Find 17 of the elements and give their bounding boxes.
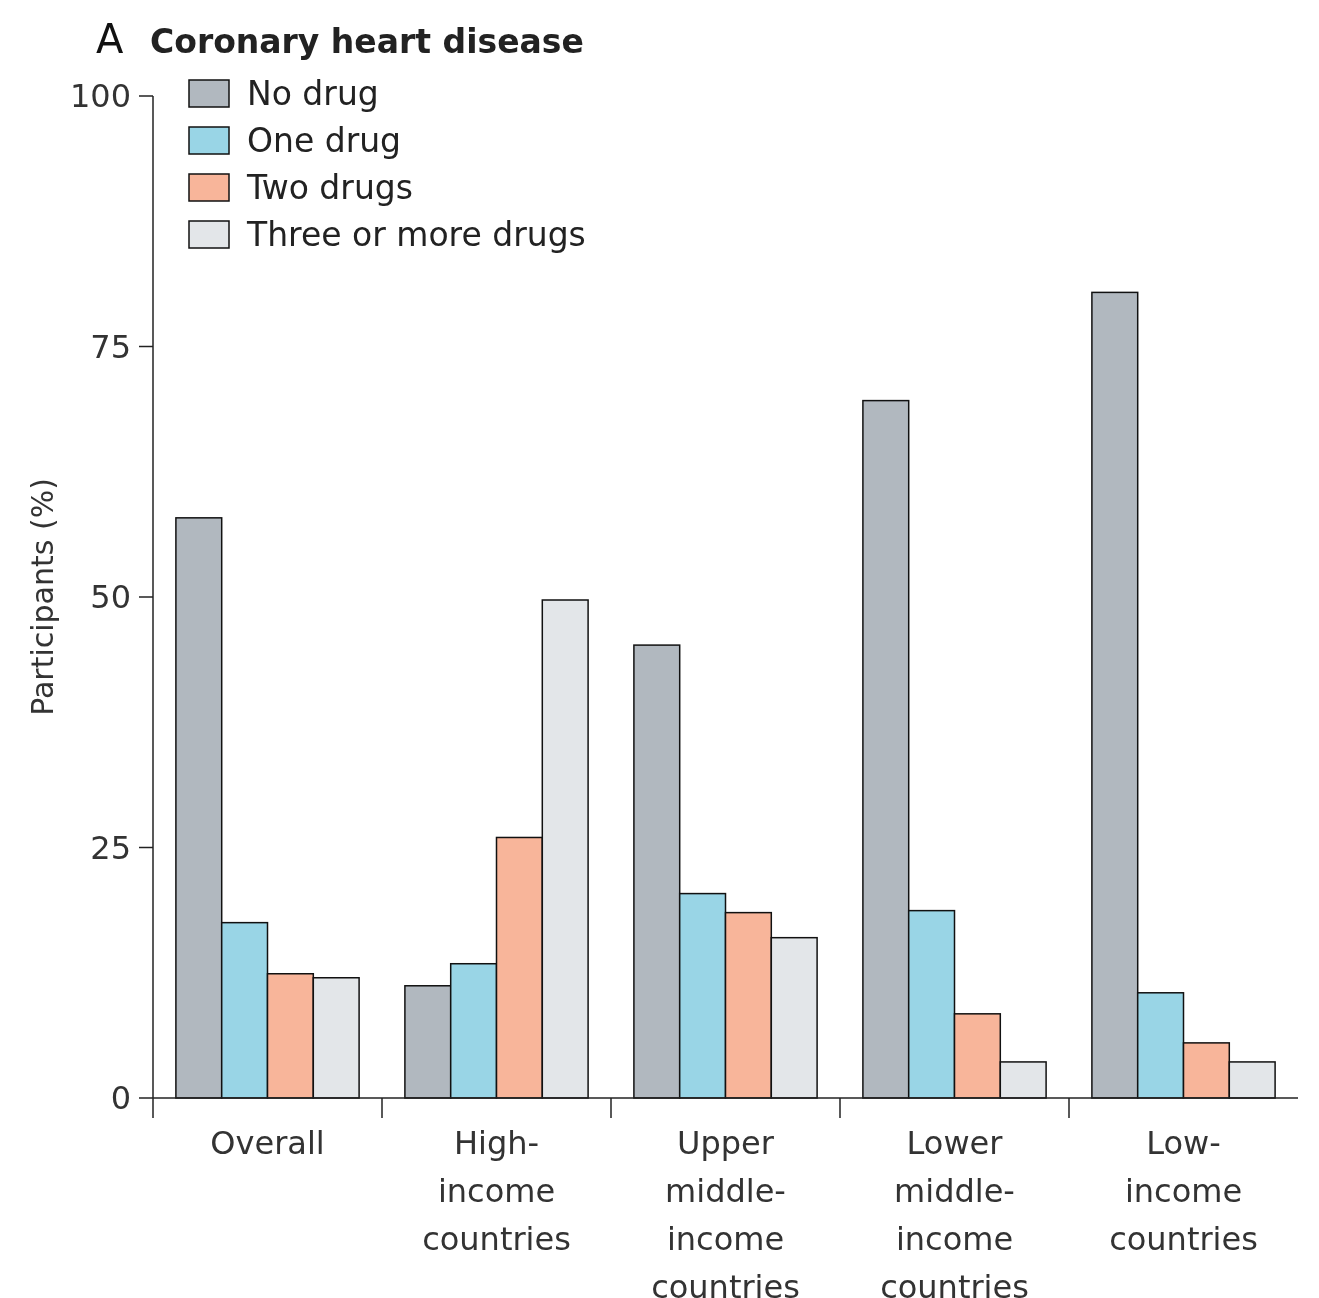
legend-label: No drug	[247, 74, 379, 113]
text: A	[96, 16, 124, 62]
legend-label: Two drugs	[246, 168, 413, 207]
x-tick-label: High-income countries	[422, 1124, 571, 1258]
y-tick-label: 25	[90, 828, 131, 867]
legend-label: Three or more drugs	[246, 215, 586, 254]
chart-title: Coronary heart disease	[150, 22, 584, 61]
x-tick-label: Upper middle-income countries	[651, 1124, 800, 1298]
y-axis-title: Participants (%)	[25, 478, 60, 716]
y-tick-label: 50	[90, 578, 131, 616]
x-tick-label: Low-income countries	[1109, 1124, 1258, 1258]
legend-label: One drug	[247, 121, 402, 160]
x-tick-label: Overall	[210, 1124, 325, 1162]
x-tick-label: Lower middle-income countries	[880, 1124, 1029, 1298]
y-tick-label: 75	[90, 327, 131, 366]
y-tick-label: 100	[69, 77, 131, 115]
y-tick-label: 0	[110, 1079, 131, 1117]
